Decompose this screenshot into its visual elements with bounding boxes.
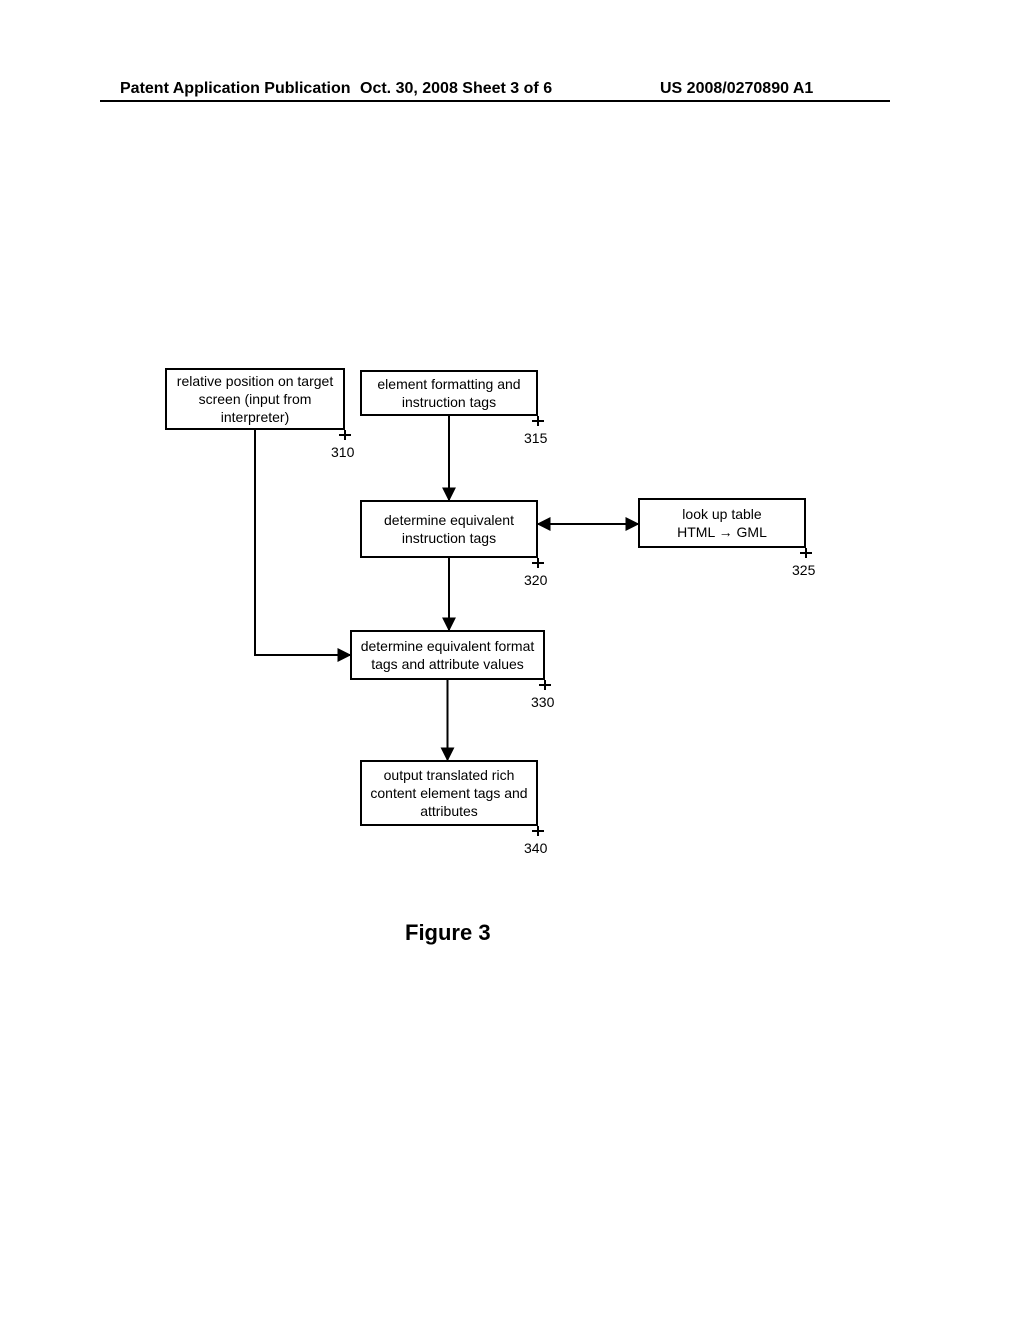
node-315: element formatting andinstruction tags bbox=[360, 370, 538, 416]
header-publication: Patent Application Publication bbox=[120, 80, 351, 98]
node-text: content element tags and bbox=[370, 784, 527, 802]
node-320: determine equivalentinstruction tags bbox=[360, 500, 538, 558]
ref-tick bbox=[532, 830, 544, 832]
ref-label-330: 330 bbox=[531, 694, 554, 710]
ref-tick bbox=[532, 420, 544, 422]
ref-label-320: 320 bbox=[524, 572, 547, 588]
ref-label-340: 340 bbox=[524, 840, 547, 856]
node-text: look up table bbox=[682, 505, 761, 523]
ref-label-310: 310 bbox=[331, 444, 354, 460]
ref-label-325: 325 bbox=[792, 562, 815, 578]
node-text: determine equivalent format bbox=[361, 637, 535, 655]
node-340: output translated richcontent element ta… bbox=[360, 760, 538, 826]
node-text: instruction tags bbox=[402, 393, 496, 411]
header-rule bbox=[100, 100, 890, 102]
node-text: determine equivalent bbox=[384, 511, 514, 529]
ref-label-315: 315 bbox=[524, 430, 547, 446]
node-text: output translated rich bbox=[384, 766, 515, 784]
node-text: attributes bbox=[420, 802, 478, 820]
header-publication-number: US 2008/0270890 A1 bbox=[660, 80, 813, 98]
ref-tick bbox=[800, 552, 812, 554]
header-date-sheet: Oct. 30, 2008 Sheet 3 of 6 bbox=[360, 80, 552, 98]
figure-caption: Figure 3 bbox=[405, 920, 491, 946]
node-text: relative position on target bbox=[177, 372, 333, 390]
node-text: HTML → GML bbox=[677, 523, 767, 541]
node-text: interpreter) bbox=[221, 408, 289, 426]
node-text: screen (input from bbox=[199, 390, 312, 408]
node-text: tags and attribute values bbox=[371, 655, 524, 673]
node-310: relative position on targetscreen (input… bbox=[165, 368, 345, 430]
ref-tick bbox=[532, 562, 544, 564]
node-330: determine equivalent formattags and attr… bbox=[350, 630, 545, 680]
node-text: instruction tags bbox=[402, 529, 496, 547]
node-325: look up tableHTML → GML bbox=[638, 498, 806, 548]
ref-tick bbox=[539, 684, 551, 686]
node-text: element formatting and bbox=[377, 375, 520, 393]
ref-tick bbox=[339, 434, 351, 436]
